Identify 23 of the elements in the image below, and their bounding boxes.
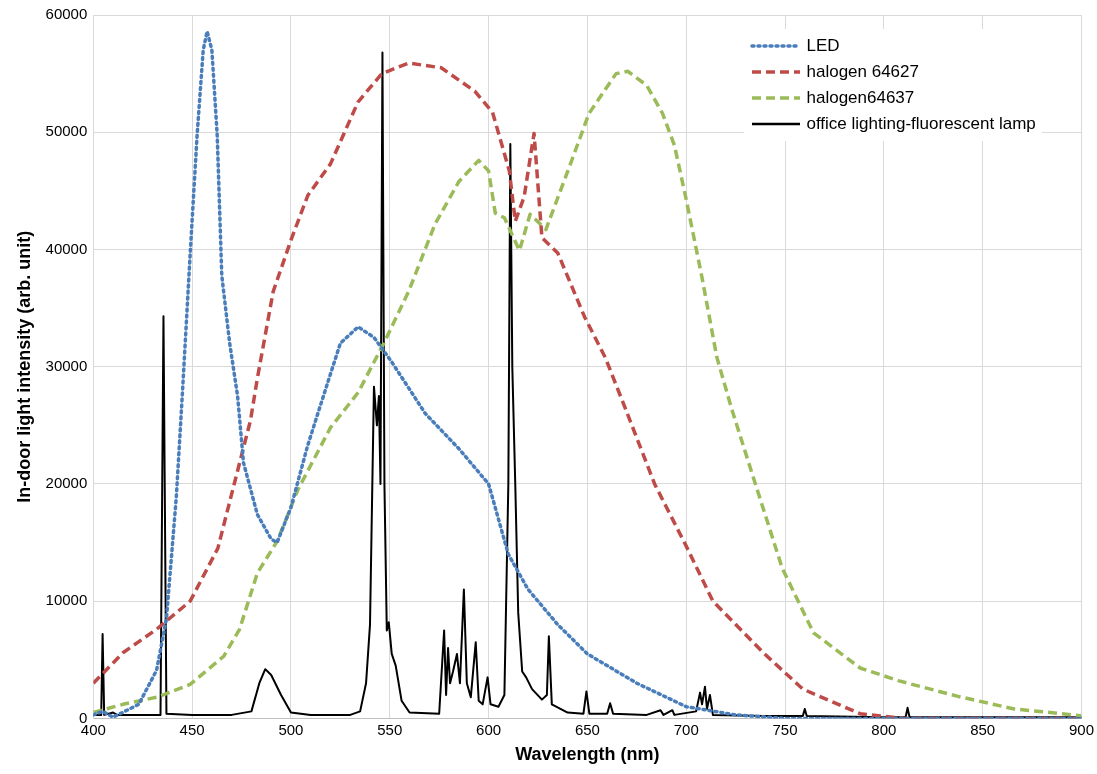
x-tick-label: 800 (871, 720, 897, 738)
x-tick-label: 600 (476, 720, 502, 738)
x-tick-label: 450 (179, 720, 205, 738)
x-tick-label: 500 (278, 720, 304, 738)
y-tick-label: 20000 (45, 474, 88, 492)
x-tick-label: 700 (673, 720, 699, 738)
y-axis-title: In-door light intensity (arb. unit) (13, 230, 34, 503)
y-tick-label: 40000 (45, 239, 88, 257)
legend-label: halogen 64627 (806, 61, 919, 83)
legend-label: halogen64637 (806, 87, 915, 109)
x-axis-title: Wavelength (nm) (515, 744, 660, 765)
x-tick-label: 550 (377, 720, 403, 738)
x-tick-label: 850 (970, 720, 996, 738)
y-tick-label: 60000 (45, 5, 88, 23)
x-tick-label: 650 (574, 720, 600, 738)
legend-label: LED (806, 35, 840, 57)
y-tick-label: 10000 (45, 591, 88, 609)
y-tick-label: 50000 (45, 122, 88, 140)
legend-label: office lighting-fluorescent lamp (806, 113, 1036, 135)
y-tick-label: 0 (78, 708, 88, 726)
x-tick-label: 900 (1068, 720, 1094, 738)
x-tick-label: 750 (772, 720, 798, 738)
y-tick-label: 30000 (45, 356, 88, 374)
